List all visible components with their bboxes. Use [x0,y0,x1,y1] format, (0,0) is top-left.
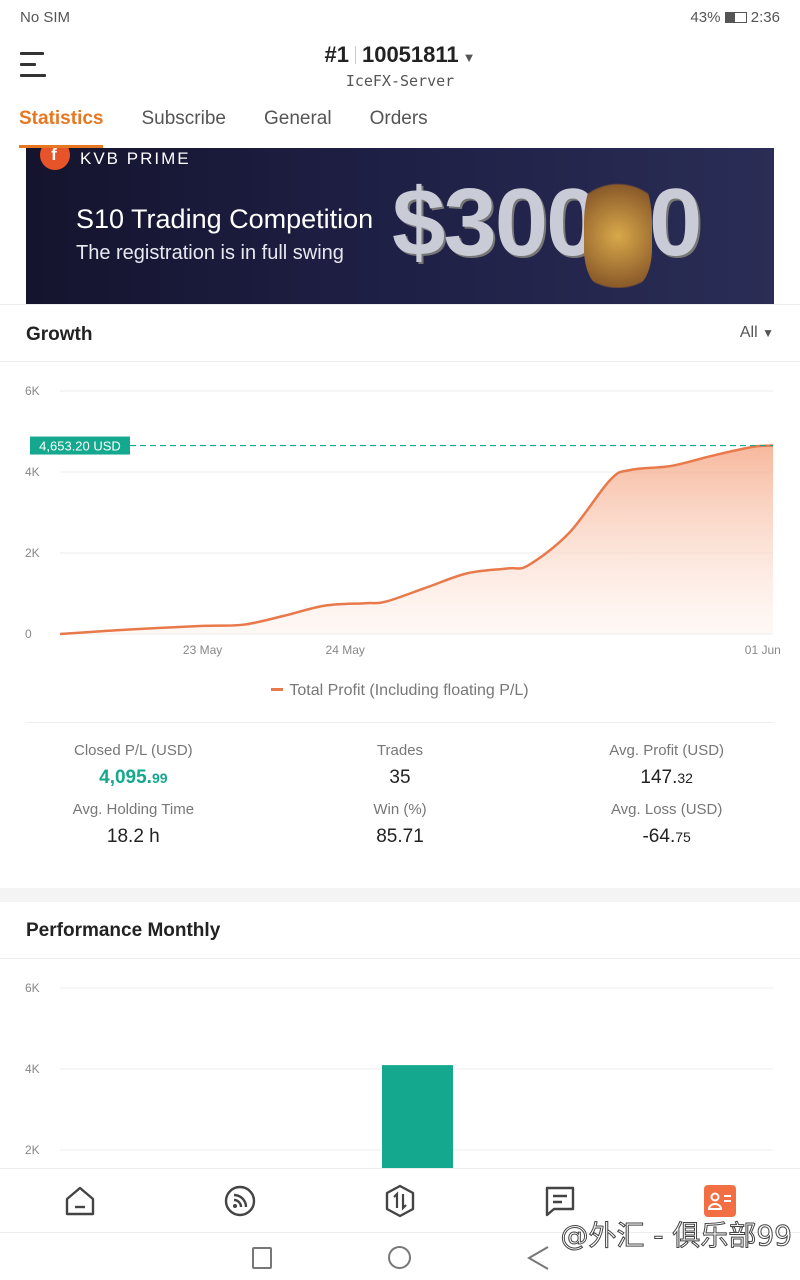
watermark: @外汇 - 俱乐部99 [560,1219,793,1253]
legend-line-icon [271,688,284,691]
divider [0,304,800,305]
stat-label: Closed P/L (USD) [74,742,193,759]
banner-headline: S10 Trading Competition [76,204,374,234]
y-tick-label: 6K [25,981,40,995]
chart-legend: Total Profit (Including floating P/L) [0,682,800,700]
nav-trade[interactable] [380,1181,420,1221]
banner-amount: $30000 [392,169,702,276]
stat-item: Trades 35 [267,742,534,789]
recent-apps-button[interactable] [252,1247,272,1269]
menu-icon[interactable] [20,52,48,78]
app-header: #1 10051811 ▼ IceFX-Server [0,34,800,98]
stat-value-dec: 75 [675,829,691,845]
home-button[interactable] [388,1246,411,1269]
nav-feed[interactable] [220,1181,260,1221]
banner-subline: The registration is in full swing [76,242,344,264]
nav-messages[interactable] [540,1181,580,1221]
stat-value-int: 18.2 h [106,826,160,847]
stat-value: -64.75 [533,826,800,848]
clock-text: 2:36 [750,8,780,26]
back-button[interactable] [526,1245,550,1271]
chevron-down-icon: ▼ [462,50,476,65]
tab-subscribe[interactable]: Subscribe [141,108,226,129]
y-tick-label: 2K [25,546,40,560]
battery-text: 43% [690,8,721,26]
signal-feed-icon [224,1185,256,1216]
nav-home[interactable] [60,1181,100,1221]
x-tick-label: 01 Jun [745,643,781,657]
growth-line [59,444,774,636]
stat-value-int: -64. [642,826,676,847]
tab-general[interactable]: General [263,108,332,129]
stat-value: 4,095.99 [0,767,267,789]
account-id: 10051811 [361,42,459,67]
divider [0,361,800,362]
rocket-icon [584,158,652,288]
monthly-bar [382,1065,453,1168]
stat-value-int: 147. [640,767,678,788]
stat-label: Trades [376,742,424,759]
stat-value-int: 85.71 [376,826,424,847]
divider [26,722,774,723]
section-gap [0,888,800,902]
carrier-text: No SIM [20,8,71,26]
stat-value: 147.32 [533,767,800,789]
tab-bar: Statistics Subscribe General Orders [0,98,800,148]
growth-chart: 0 2K 4K 6K 23 May 24 May 01 Jun 4,653.20 USD [25,384,781,657]
system-nav-bar [0,1232,800,1280]
stat-value-dec: 32 [677,770,693,786]
status-bar: No SIM 43% 2:36 [0,0,800,34]
stat-label: Avg. Loss (USD) [610,801,723,818]
stat-value: 85.71 [267,826,534,848]
y-tick-label: 4K [25,1062,40,1076]
trade-icon [385,1184,415,1217]
stats-grid: Closed P/L (USD) 4,095.99 Trades 35 Avg. Pro… [0,742,800,848]
promo-banner[interactable]: f KVB PRIME S10 Trading Competition The r… [26,148,774,304]
y-tick-label: 4K [25,465,40,479]
stat-label: Avg. Profit (USD) [609,742,725,759]
nav-profile[interactable] [700,1181,740,1221]
growth-area [60,445,773,634]
brand-name: KVB PRIME [80,149,191,168]
y-tick-label: 0 [25,627,32,641]
stat-value: 18.2 h [0,826,267,848]
stat-item: Avg. Loss (USD) -64.75 [533,801,800,848]
stat-value-int: 4,095. [99,767,152,788]
stat-label: Avg. Holding Time [72,801,195,818]
bottom-nav [0,1168,800,1232]
stat-item: Avg. Holding Time 18.2 h [0,801,267,848]
brand-logo-icon: f [40,148,70,170]
divider [0,958,800,959]
server-name: IceFX-Server [345,72,455,90]
stat-value-int: 35 [389,767,411,788]
stat-item: Closed P/L (USD) 4,095.99 [0,742,267,789]
chevron-down-icon: ▼ [762,326,774,340]
x-tick-label: 24 May [326,643,365,657]
account-selector[interactable]: #1 10051811 ▼ IceFX-Server [0,42,800,90]
battery-icon [724,11,747,23]
stat-item: Win (%) 85.71 [267,801,534,848]
profile-card-icon [704,1184,736,1217]
monthly-chart: 2K 4K 6K [25,981,773,1168]
growth-filter-dropdown[interactable]: All ▼ [739,324,774,341]
home-icon [65,1186,95,1215]
current-value-badge [30,436,130,455]
x-tick-label: 23 May [183,643,222,657]
y-tick-label: 6K [25,384,40,398]
message-icon [545,1186,575,1216]
stat-label: Win (%) [373,801,427,818]
stat-item: Avg. Profit (USD) 147.32 [533,742,800,789]
stat-value-dec: 99 [151,770,168,786]
tab-statistics[interactable]: Statistics [19,108,104,148]
tab-orders[interactable]: Orders [369,108,428,129]
growth-title: Growth [26,324,93,345]
monthly-title: Performance Monthly [26,920,221,941]
y-tick-label: 2K [25,1143,40,1157]
stat-value: 35 [267,767,534,789]
current-value-label: 4,653.20 USD [39,439,121,454]
account-number: #1 [324,42,349,67]
